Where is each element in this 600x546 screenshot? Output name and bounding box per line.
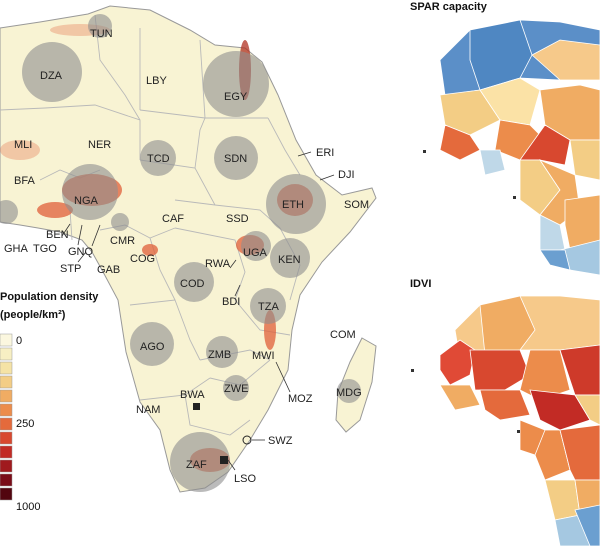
swz-marker	[242, 435, 252, 445]
legend-tick-1000: 1000	[16, 501, 40, 513]
label-gnq: GNQ	[68, 246, 94, 258]
legend-swatch-6	[0, 417, 13, 431]
legend-tick-0: 0	[16, 335, 22, 347]
label-egy: EGY	[224, 91, 248, 103]
legend-swatch-8	[0, 445, 13, 459]
label-bwa: BWA	[180, 389, 205, 401]
spar-capacity-panel: SPAR capacity	[410, 1, 600, 276]
label-caf: CAF	[162, 213, 184, 225]
leader-lines	[61, 151, 335, 471]
country-labels: TUN DZA LBY EGY MLI NER TCD SDN ERI DJI …	[4, 28, 369, 485]
spar-islands	[423, 150, 516, 199]
legend-title-line1: Population density	[0, 291, 99, 303]
label-com: COM	[330, 329, 356, 341]
idvi-choropleth	[439, 295, 600, 546]
label-dza: DZA	[40, 70, 63, 82]
label-zwe: ZWE	[224, 383, 248, 395]
label-lso: LSO	[234, 473, 256, 485]
label-nga: NGA	[74, 195, 99, 207]
label-dji: DJI	[338, 169, 355, 181]
label-zaf: ZAF	[186, 459, 207, 471]
legend-swatch-1	[0, 347, 13, 361]
legend-swatch-2	[0, 361, 13, 375]
label-stp: STP	[60, 263, 81, 275]
population-density-legend: Population density (people/km²) 0 250 10…	[0, 291, 99, 513]
label-mwi: MWI	[252, 350, 275, 362]
legend-swatch-10	[0, 473, 13, 487]
label-zmb: ZMB	[208, 349, 231, 361]
bwa-marker	[193, 403, 200, 410]
main-africa-map: TUN DZA LBY EGY MLI NER TCD SDN ERI DJI …	[0, 5, 377, 493]
label-tcd: TCD	[147, 153, 170, 165]
label-tgo: TGO	[33, 243, 57, 255]
legend-swatch-11	[0, 487, 13, 501]
spar-choropleth	[439, 19, 600, 276]
label-gab: GAB	[97, 264, 120, 276]
country-borders	[0, 14, 301, 436]
label-ken: KEN	[278, 254, 301, 266]
legend-swatches	[0, 333, 13, 501]
label-nam: NAM	[136, 404, 160, 416]
label-cod: COD	[180, 278, 205, 290]
label-som: SOM	[344, 199, 369, 211]
label-gha: GHA	[4, 243, 29, 255]
label-eri: ERI	[316, 147, 334, 159]
country-bubbles	[0, 14, 361, 492]
label-lby: LBY	[146, 75, 167, 87]
label-ago: AGO	[140, 341, 165, 353]
idvi-panel: IDVI	[410, 278, 600, 546]
label-eth: ETH	[282, 199, 304, 211]
africa-landmass	[0, 5, 377, 493]
legend-swatch-0	[0, 333, 13, 347]
label-moz: MOZ	[288, 393, 313, 405]
label-tza: TZA	[258, 301, 279, 313]
legend-swatch-4	[0, 389, 13, 403]
legend-title-line2: (people/km²)	[0, 309, 66, 321]
label-ben: BEN	[46, 229, 69, 241]
legend-swatch-9	[0, 459, 13, 473]
label-mli: MLI	[14, 139, 32, 151]
label-rwa: RWA	[205, 258, 231, 270]
label-tun: TUN	[90, 28, 113, 40]
label-cog: COG	[130, 253, 155, 265]
label-sdn: SDN	[224, 153, 247, 165]
label-uga: UGA	[243, 247, 268, 259]
label-bdi: BDI	[222, 296, 240, 308]
label-cmr: CMR	[110, 235, 135, 247]
legend-swatch-5	[0, 403, 13, 417]
legend-swatch-3	[0, 375, 13, 389]
label-ner: NER	[88, 139, 111, 151]
label-mdg: MDG	[336, 387, 362, 399]
spar-panel-title: SPAR capacity	[410, 1, 488, 13]
legend-tick-250: 250	[16, 418, 34, 430]
legend-swatch-7	[0, 431, 13, 445]
lso-marker	[220, 456, 228, 464]
idvi-panel-title: IDVI	[410, 278, 431, 290]
label-bfa: BFA	[14, 175, 35, 187]
label-swz: SWZ	[268, 435, 293, 447]
idvi-islands	[411, 369, 520, 433]
label-ssd: SSD	[226, 213, 249, 225]
